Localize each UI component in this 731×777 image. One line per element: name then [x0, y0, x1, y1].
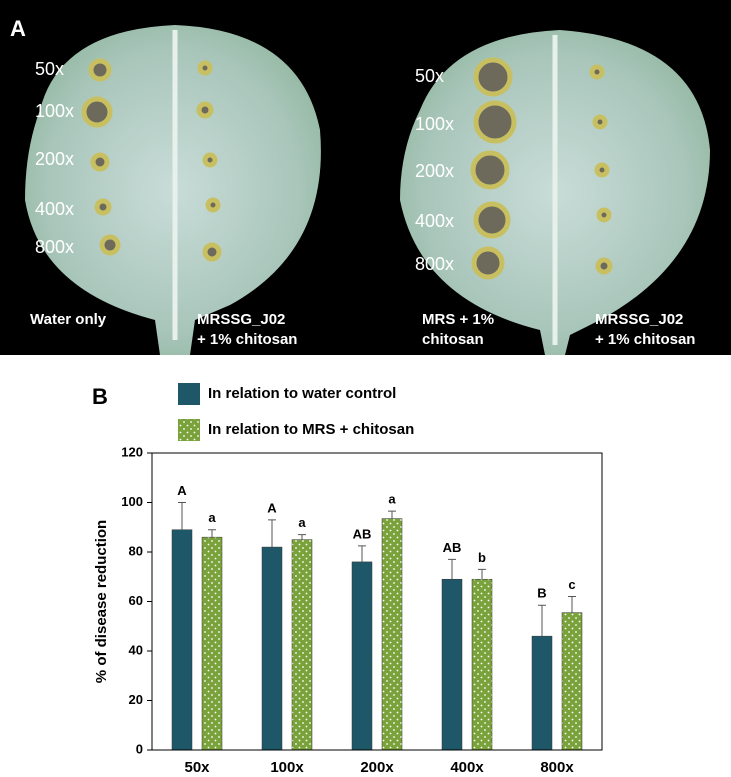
bar: [471, 578, 493, 751]
dilution-label: 50x: [35, 59, 64, 79]
dilution-label: 100x: [35, 101, 74, 121]
plot-frame: [151, 452, 603, 751]
photo-panel: A: [0, 0, 731, 355]
error-bar: [178, 502, 186, 530]
x-tick-label: 200x: [360, 759, 394, 776]
significance-letter: A: [267, 500, 277, 515]
significance-letter: AB: [353, 526, 372, 541]
bar: [201, 536, 223, 751]
significance-letter: a: [298, 515, 306, 530]
leaf-caption: MRSSG_J02: [197, 311, 285, 328]
error-bar: [358, 545, 366, 562]
chart: B % of disease reduction 0 20 40 60 80 100 120 I…: [92, 383, 603, 776]
y-tick-label: 0: [136, 741, 143, 756]
dilution-label: 800x: [35, 237, 74, 257]
dilution-label: 200x: [35, 149, 74, 169]
error-bar: [298, 534, 306, 540]
bar: [381, 518, 403, 751]
error-bar: [568, 596, 576, 613]
bar: [441, 578, 463, 751]
x-tick-label: 400x: [450, 759, 484, 776]
significance-letter: A: [177, 483, 187, 498]
leaf-caption: chitosan: [422, 331, 484, 348]
dilution-label: 200x: [415, 161, 454, 181]
x-tick-label: 100x: [270, 759, 304, 776]
x-tick-label: 800x: [540, 759, 574, 776]
significance-letter: a: [388, 492, 396, 507]
y-tick-label: 120: [121, 444, 143, 459]
error-bar: [478, 568, 486, 580]
photo-labels: 50x 100x 200x 400x 800x Water only MRSSG_J02 + …: [30, 59, 695, 348]
bar: [531, 635, 553, 751]
dilution-label: 100x: [415, 114, 454, 134]
y-tick-label: 40: [129, 642, 143, 657]
dilution-label: 50x: [415, 66, 444, 86]
error-bar: [448, 558, 456, 580]
leaf-caption: MRS + 1%: [422, 311, 494, 328]
significance-letter: c: [568, 577, 575, 592]
error-bar: [388, 510, 396, 519]
bar: [561, 612, 583, 751]
leaf-caption: MRSSG_J02: [595, 311, 683, 328]
y-tick-label: 60: [129, 593, 143, 608]
panel-label: A: [10, 16, 26, 41]
y-tick-label: 20: [129, 692, 143, 707]
leaf-caption: + 1% chitosan: [197, 331, 297, 348]
bar: [261, 546, 283, 751]
dilution-label: 400x: [35, 199, 74, 219]
significance-letter: AB: [443, 540, 462, 555]
dilution-label: 400x: [415, 211, 454, 231]
lesions: [81, 57, 613, 280]
legend-swatch: [178, 419, 200, 441]
error-bar: [538, 604, 546, 637]
error-bar: [268, 519, 276, 548]
y-tick-label: 80: [129, 543, 143, 558]
significance-letter: a: [208, 510, 216, 525]
x-tick-label: 50x: [184, 759, 210, 776]
leaf-caption: + 1% chitosan: [595, 331, 695, 348]
bar: [351, 561, 373, 751]
bar: [171, 529, 193, 751]
y-axis-label: % of disease reduction: [93, 520, 110, 683]
legend-label: In relation to water control: [208, 385, 396, 402]
dilution-label: 800x: [415, 254, 454, 274]
significance-letter: B: [537, 586, 546, 601]
y-tick-label: 100: [121, 494, 143, 509]
bar: [291, 539, 313, 751]
leaf-caption: Water only: [30, 311, 107, 328]
legend-label: In relation to MRS + chitosan: [208, 421, 414, 438]
error-bar: [208, 529, 216, 538]
legend-swatch: [178, 383, 200, 405]
panel-label: B: [92, 384, 108, 409]
significance-letter: b: [478, 550, 486, 565]
